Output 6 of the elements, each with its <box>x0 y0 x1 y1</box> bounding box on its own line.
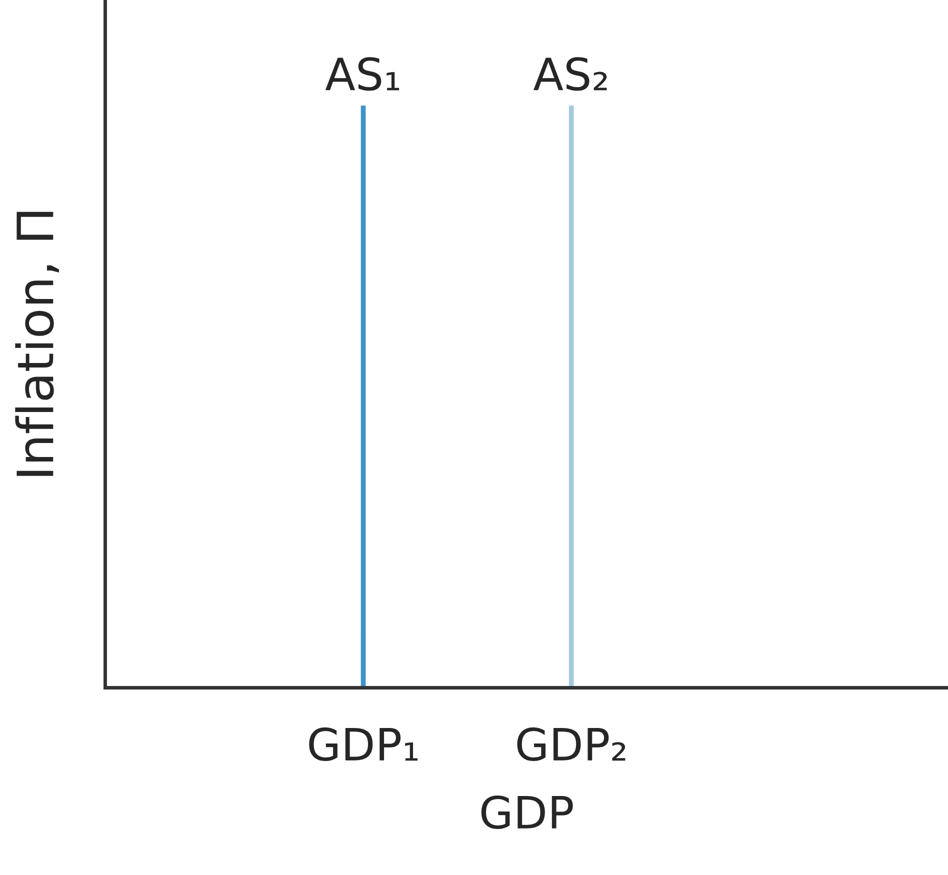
x-axis-title: GDP <box>481 795 573 830</box>
x-tick-label: GDP₁ <box>309 727 418 762</box>
x-tick-label: GDP₂ <box>517 727 626 762</box>
y-axis-title: Inflation, Π <box>15 212 59 476</box>
annotation: AS₁ <box>325 57 400 91</box>
annotation: AS₂ <box>533 57 607 91</box>
